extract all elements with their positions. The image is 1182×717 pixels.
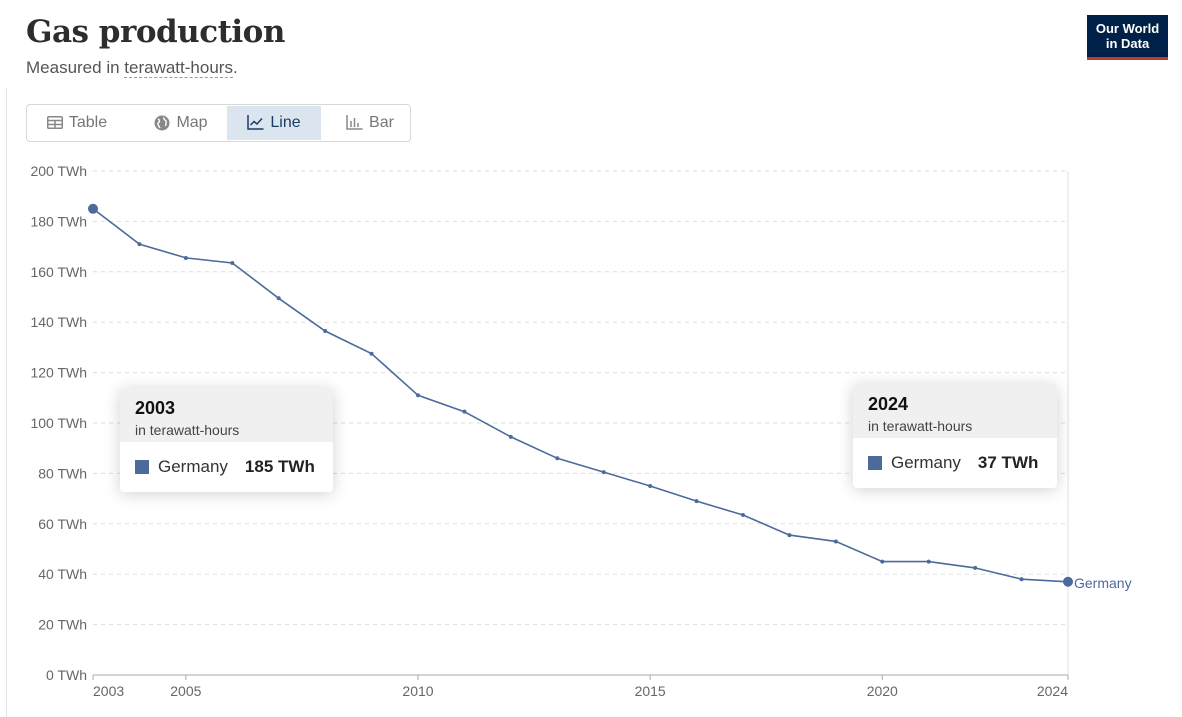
- data-point: [833, 539, 838, 544]
- series-swatch: [135, 460, 149, 474]
- data-point: [741, 512, 745, 517]
- x-tick-label: 2024: [1037, 683, 1068, 699]
- y-tick-label: 100 TWh: [30, 415, 87, 431]
- y-tick-label: 140 TWh: [30, 314, 87, 330]
- tooltip-header: 2024 in terawatt-hours: [853, 384, 1057, 438]
- series-swatch: [868, 456, 882, 470]
- data-point: [555, 456, 560, 461]
- y-tick-label: 160 TWh: [30, 264, 87, 280]
- x-tick-label: 2003: [93, 683, 124, 699]
- tab-table[interactable]: Table: [29, 106, 125, 140]
- tab-bar[interactable]: Bar: [331, 106, 409, 140]
- data-point: [694, 499, 699, 504]
- tooltip-entity: Germany: [891, 453, 961, 472]
- tab-line[interactable]: Line: [227, 106, 321, 140]
- subtitle-suffix: .: [232, 58, 238, 77]
- page-title: Gas production: [26, 14, 285, 50]
- tooltip-2003: 2003 in terawatt-hours Germany 185 TWh: [120, 388, 333, 492]
- data-point: [601, 470, 606, 475]
- data-point: [137, 242, 142, 247]
- owid-logo[interactable]: Our World in Data: [1087, 15, 1168, 60]
- tooltip-unit: in terawatt-hours: [868, 418, 973, 434]
- tooltip-row: Germany 185 TWh: [120, 442, 333, 492]
- tooltip-2024: 2024 in terawatt-hours Germany 37 TWh: [853, 384, 1057, 488]
- x-tick-label: 2015: [635, 683, 666, 699]
- data-point: [508, 434, 513, 439]
- data-point: [183, 255, 188, 260]
- tooltip-year: 2024: [868, 394, 909, 414]
- tab-line-label: Line: [270, 114, 301, 131]
- tooltip-entity: Germany: [158, 457, 228, 476]
- data-point: [1019, 577, 1024, 582]
- y-tick-label: 80 TWh: [38, 465, 87, 481]
- data-point: [648, 484, 653, 488]
- y-tick-label: 40 TWh: [38, 566, 87, 582]
- series-end-label: Germany: [1074, 575, 1132, 591]
- y-tick-label: 0 TWh: [46, 667, 87, 683]
- table-icon: [46, 116, 63, 130]
- data-point: [276, 296, 281, 301]
- tab-table-label: Table: [68, 114, 108, 131]
- unit-link[interactable]: terawatt-hours: [124, 58, 233, 78]
- x-tick-label: 2020: [867, 683, 898, 699]
- logo-line-2: in Data: [1105, 36, 1150, 51]
- y-tick-label: 60 TWh: [38, 516, 87, 532]
- data-point: [416, 393, 420, 398]
- data-point-highlight: [1063, 576, 1073, 587]
- tab-map[interactable]: Map: [135, 106, 227, 140]
- data-point-highlight: [88, 203, 98, 214]
- chart-type-tabs: Table Map Line Bar: [26, 104, 411, 142]
- data-point: [230, 260, 235, 265]
- x-tick-label: 2005: [170, 683, 201, 699]
- data-point: [462, 409, 467, 414]
- globe-icon: [154, 115, 170, 131]
- y-tick-label: 200 TWh: [30, 163, 87, 179]
- data-point: [369, 351, 374, 356]
- chart-frame-border: [6, 88, 7, 717]
- y-tick-label: 20 TWh: [38, 617, 87, 633]
- tooltip-value: 37 TWh: [977, 453, 1039, 472]
- series-line-germany: [92, 208, 1069, 583]
- line-chart-icon: [247, 115, 264, 131]
- data-point: [926, 559, 931, 564]
- data-point: [323, 329, 328, 334]
- data-point: [973, 565, 978, 570]
- bar-chart-icon: [346, 115, 363, 131]
- data-point: [880, 559, 885, 564]
- tooltip-value: 185 TWh: [244, 457, 315, 476]
- tooltip-header: 2003 in terawatt-hours: [120, 388, 333, 442]
- chart-subtitle: Measured in terawatt-hours.: [26, 58, 238, 78]
- tab-bar-label: Bar: [369, 114, 394, 131]
- tooltip-unit: in terawatt-hours: [135, 422, 240, 438]
- tooltip-row: Germany 37 TWh: [853, 438, 1057, 488]
- logo-line-1: Our World: [1095, 21, 1160, 36]
- data-point: [787, 533, 792, 538]
- x-tick-label: 2010: [402, 683, 433, 699]
- tooltip-year: 2003: [135, 398, 176, 418]
- tab-map-label: Map: [176, 114, 208, 131]
- y-tick-label: 180 TWh: [30, 213, 87, 229]
- y-tick-label: 120 TWh: [30, 365, 87, 381]
- subtitle-prefix: Measured in: [26, 58, 125, 77]
